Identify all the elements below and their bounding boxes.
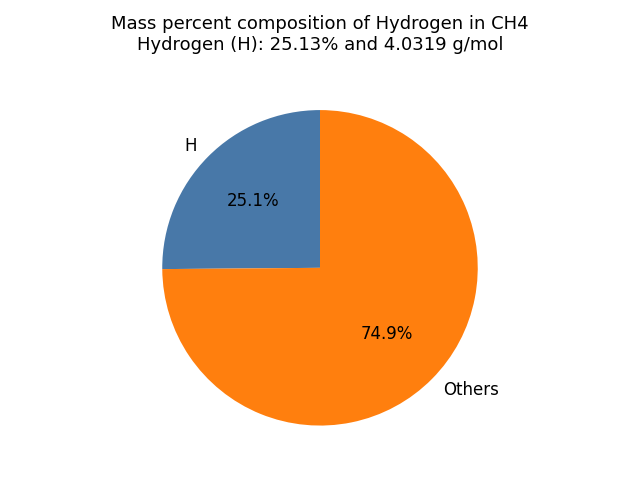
Text: Others: Others xyxy=(443,381,499,399)
Text: H: H xyxy=(184,137,197,155)
Text: 25.1%: 25.1% xyxy=(227,192,279,210)
Title: Mass percent composition of Hydrogen in CH4
Hydrogen (H): 25.13% and 4.0319 g/mo: Mass percent composition of Hydrogen in … xyxy=(111,15,529,54)
Text: 74.9%: 74.9% xyxy=(361,325,413,344)
Wedge shape xyxy=(163,110,320,269)
Wedge shape xyxy=(163,110,477,426)
